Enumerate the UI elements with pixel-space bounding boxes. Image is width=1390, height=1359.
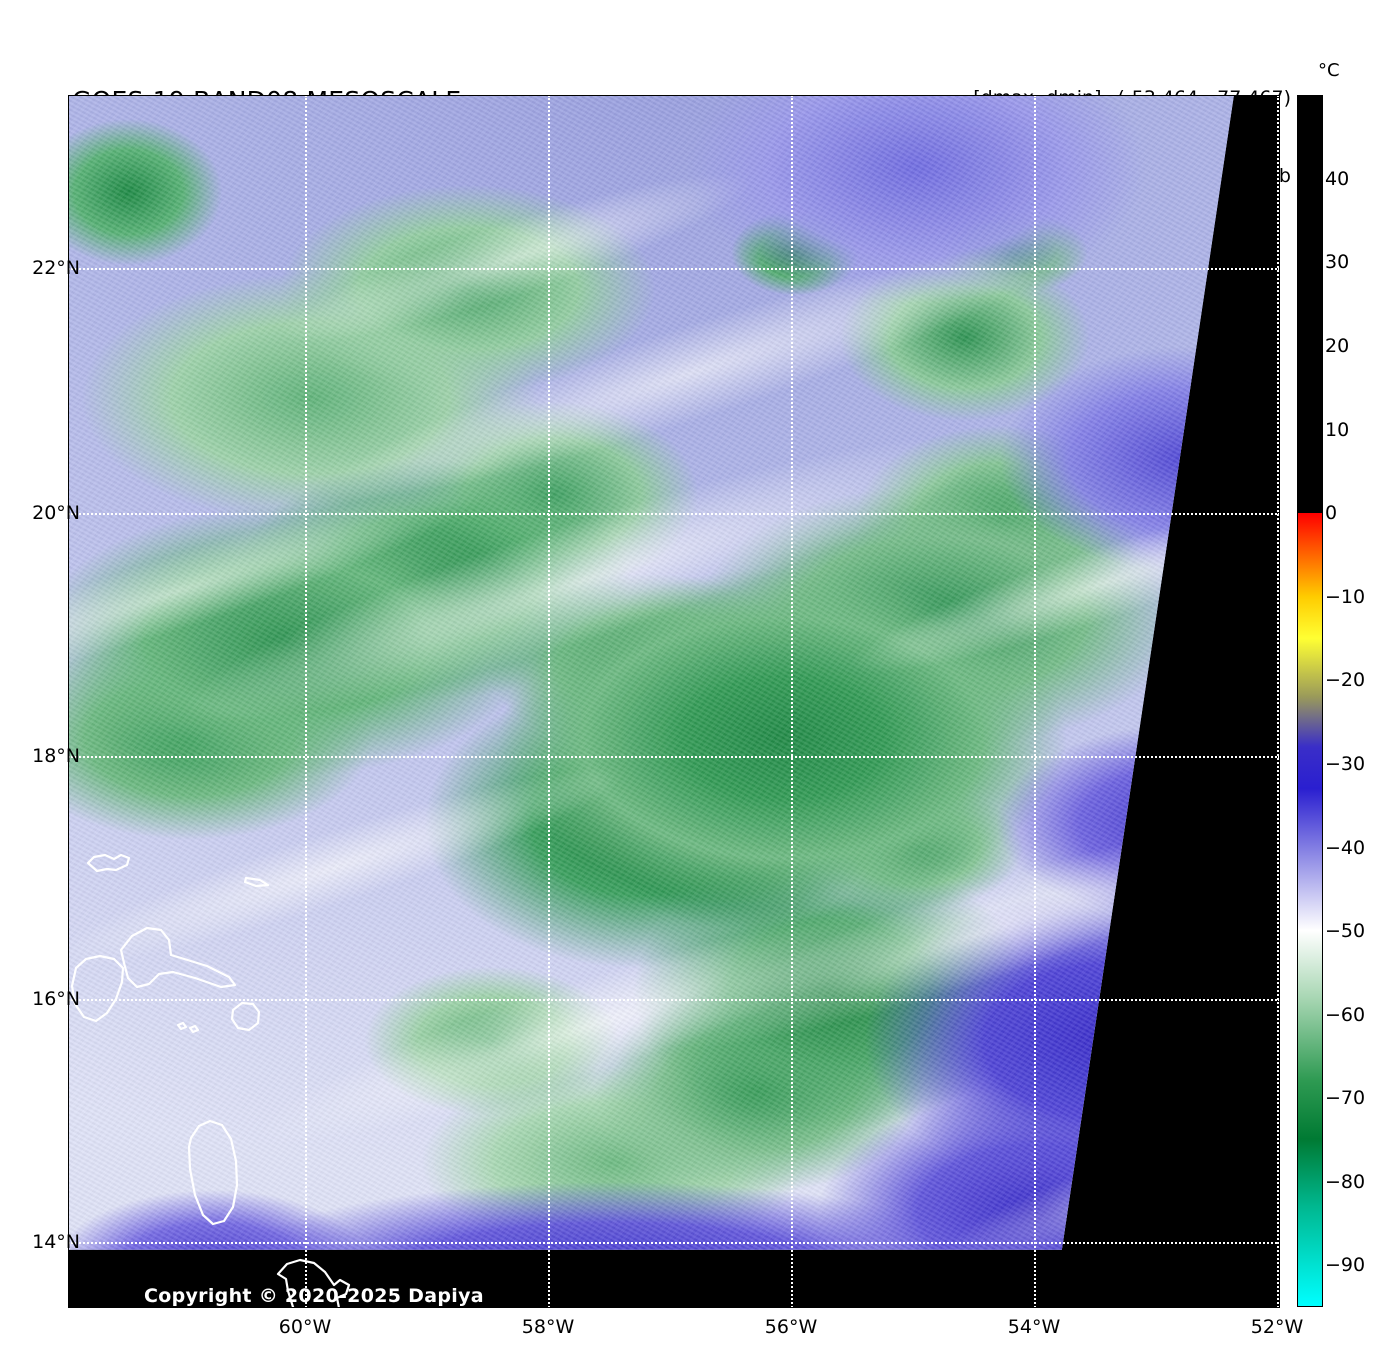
x-tick-label-56W: 56°W — [764, 1316, 818, 1338]
colorbar-tick-m80: −80 — [1325, 1171, 1366, 1193]
gridline-lon-52 — [1277, 95, 1279, 1308]
colorbar-tick-m30: −30 — [1325, 753, 1366, 775]
colorbar-tick-m60: −60 — [1325, 1004, 1366, 1026]
gridline-lat-14 — [68, 1242, 1280, 1244]
gridline-lat-18 — [68, 756, 1280, 758]
gridline-lat-22 — [68, 268, 1280, 270]
gridline-lon-60 — [305, 95, 307, 1308]
y-tick-label-16N: 16°N — [32, 988, 80, 1010]
colorbar-tick-0: 0 — [1325, 502, 1338, 524]
satellite-image-plot[interactable]: Copyright © 2020-2025 Dapiya — [68, 95, 1280, 1308]
colorbar-tick-30: 30 — [1325, 251, 1350, 273]
gridline-lon-56 — [791, 95, 793, 1308]
copyright-notice: Copyright © 2020-2025 Dapiya — [144, 1285, 484, 1307]
colorbar — [1297, 95, 1323, 1307]
satellite-raster — [68, 95, 1234, 1250]
x-tick-label-60W: 60°W — [278, 1316, 332, 1338]
gridline-lat-16 — [68, 999, 1280, 1001]
gridline-lat-20 — [68, 513, 1280, 515]
x-tick-label-58W: 58°W — [521, 1316, 575, 1338]
colorbar-tick-m40: −40 — [1325, 837, 1366, 859]
raster-texture-layer — [68, 95, 1234, 1250]
colorbar-tick-m90: −90 — [1325, 1254, 1366, 1276]
y-tick-label-14N: 14°N — [32, 1231, 80, 1253]
y-tick-label-18N: 18°N — [32, 745, 80, 767]
colorbar-tick-m10: −10 — [1325, 586, 1366, 608]
coastline-overlay — [70, 853, 351, 1308]
colorbar-tick-10: 10 — [1325, 419, 1350, 441]
gridline-lon-58 — [548, 95, 550, 1308]
x-tick-label-52W: 52°W — [1250, 1316, 1304, 1338]
colorbar-tick-m20: −20 — [1325, 669, 1366, 691]
colorbar-tick-m50: −50 — [1325, 920, 1366, 942]
colorbar-tick-20: 20 — [1325, 335, 1350, 357]
colorbar-gradient — [1298, 96, 1322, 1306]
x-tick-label-54W: 54°W — [1007, 1316, 1061, 1338]
y-tick-label-22N: 22°N — [32, 257, 80, 279]
colorbar-unit-label: °C — [1318, 60, 1340, 81]
colorbar-tick-40: 40 — [1325, 168, 1350, 190]
gridline-lon-54 — [1034, 95, 1036, 1308]
y-tick-label-20N: 20°N — [32, 502, 80, 524]
colorbar-tick-m70: −70 — [1325, 1087, 1366, 1109]
